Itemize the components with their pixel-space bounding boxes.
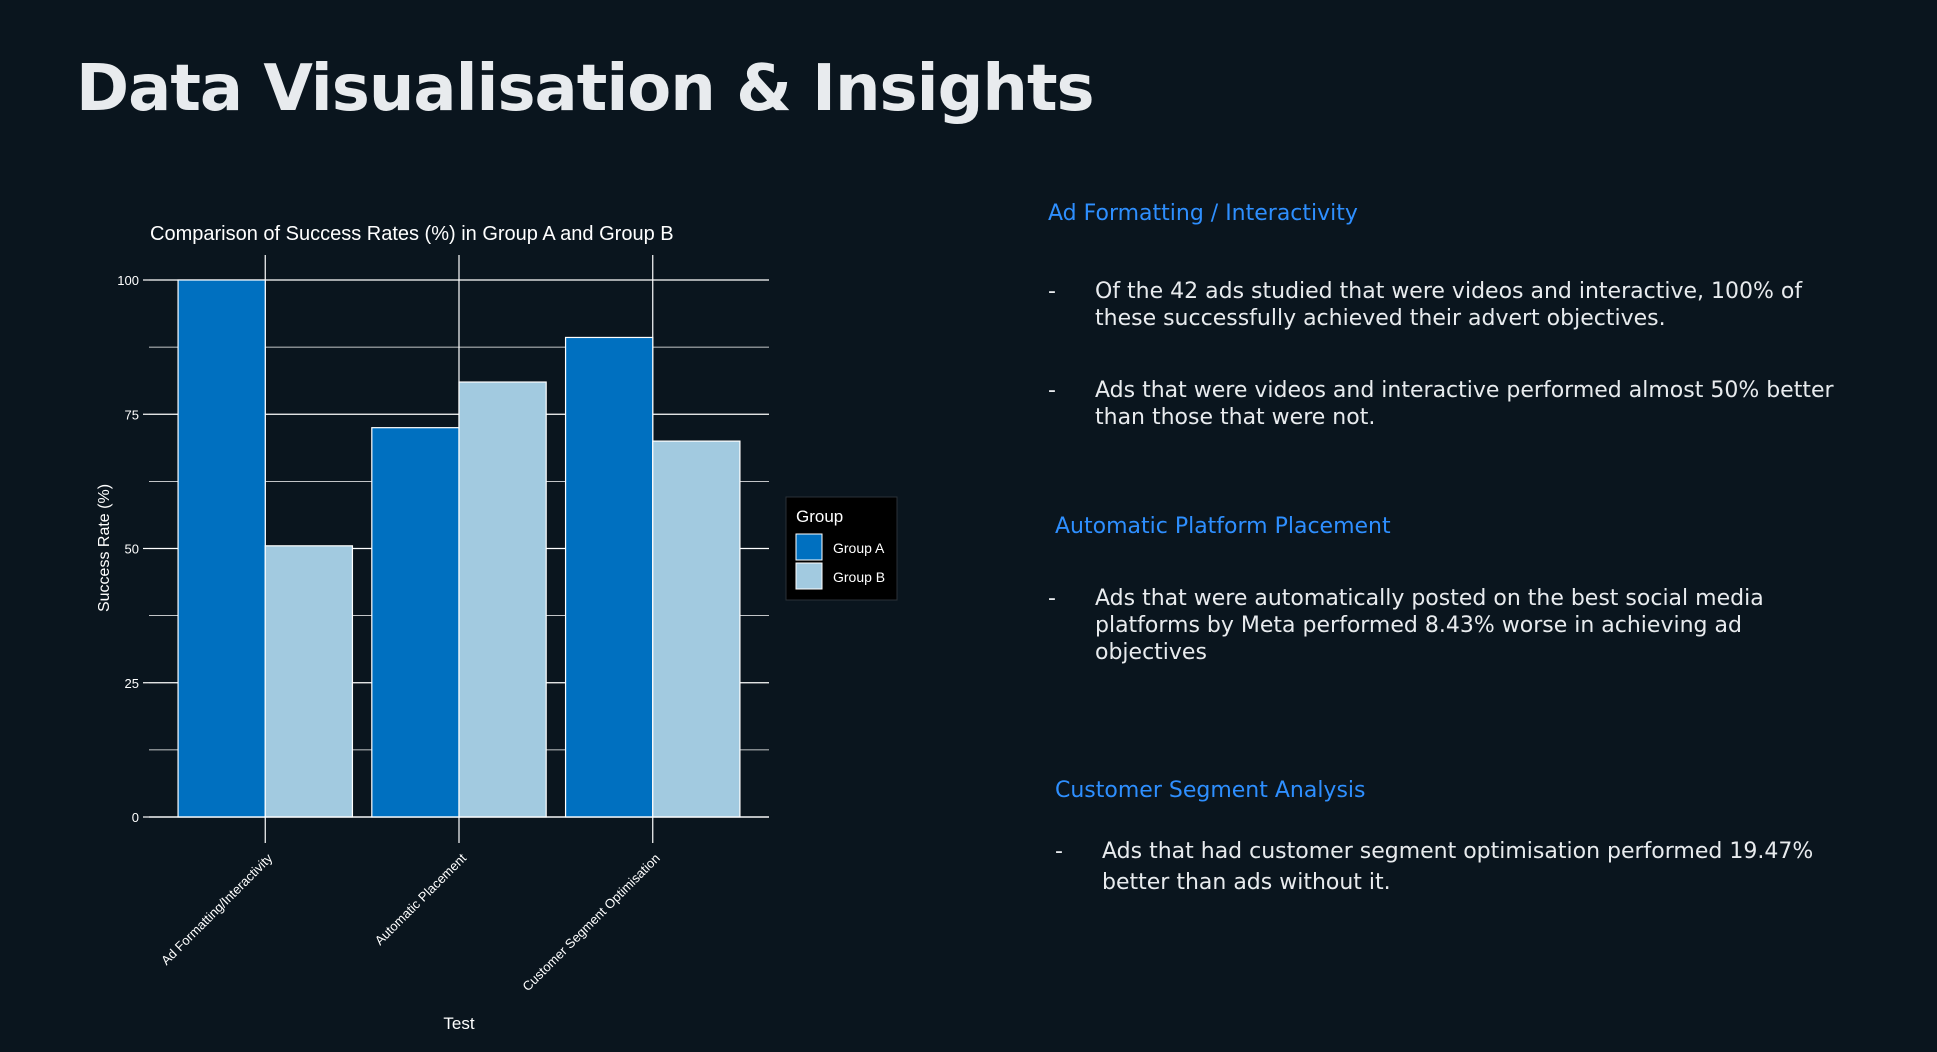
bar-group-a-3 bbox=[564, 336, 654, 818]
legend-title: Group bbox=[796, 507, 843, 526]
y-tick-label: 75 bbox=[125, 407, 139, 422]
bullet-dash: - bbox=[1048, 378, 1056, 403]
bullet-ad-formatting-1: - Of the 42 ads studied that were videos… bbox=[1048, 278, 1848, 338]
heading-ad-formatting: Ad Formatting / Interactivity bbox=[1048, 201, 1358, 226]
x-axis-label: Test bbox=[443, 1014, 474, 1033]
bullet-text: Ads that were videos and interactive per… bbox=[1095, 378, 1834, 430]
y-axis-label: Success Rate (%) bbox=[96, 484, 113, 612]
chart-legend: Group Group A Group B bbox=[785, 496, 898, 601]
bar-group-b-2 bbox=[458, 381, 547, 818]
y-tick-label: 0 bbox=[132, 810, 139, 825]
bars bbox=[177, 279, 741, 818]
x-tick-label: Customer Segment Optimisation bbox=[519, 851, 662, 994]
bullet-dash: - bbox=[1048, 586, 1056, 611]
bullet-text: Ads that were automatically posted on th… bbox=[1095, 586, 1764, 665]
y-tick-label: 100 bbox=[117, 273, 139, 288]
heading-customer-segment: Customer Segment Analysis bbox=[1055, 778, 1366, 803]
bullet-dash: - bbox=[1048, 279, 1056, 304]
y-tick-label: 50 bbox=[125, 542, 139, 557]
y-tick-label: 25 bbox=[125, 676, 139, 691]
heading-automatic-placement: Automatic Platform Placement bbox=[1055, 514, 1391, 539]
slide-title: Data Visualisation & Insights bbox=[76, 52, 1095, 126]
x-tick-label: Automatic Placement bbox=[372, 850, 470, 948]
bullet-customer-segment-1: - Ads that had customer segment optimisa… bbox=[1055, 836, 1855, 901]
bullet-dash: - bbox=[1055, 839, 1063, 864]
success-rate-bar-chart: Comparison of Success Rates (%) in Group… bbox=[96, 223, 898, 1033]
bar-group-b-3 bbox=[652, 440, 741, 818]
bullet-text: Ads that had customer segment optimisati… bbox=[1102, 839, 1814, 895]
legend-label-group-b: Group B bbox=[833, 569, 885, 585]
bullet-text: Of the 42 ads studied that were videos a… bbox=[1095, 279, 1803, 331]
legend-label-group-a: Group A bbox=[833, 540, 885, 556]
bar-group-a-1 bbox=[177, 279, 266, 818]
chart-title: Comparison of Success Rates (%) in Group… bbox=[150, 223, 674, 245]
legend-swatch-group-a bbox=[795, 533, 823, 561]
bar-group-a-2 bbox=[371, 427, 460, 818]
legend-swatch-group-b bbox=[795, 562, 823, 590]
x-tick-label: Ad Formatting/Interactivity bbox=[158, 850, 276, 968]
bar-group-b-1 bbox=[264, 545, 354, 818]
bullet-ad-formatting-2: - Ads that were videos and interactive p… bbox=[1048, 377, 1888, 437]
bullet-automatic-placement-1: - Ads that were automatically posted on … bbox=[1048, 585, 1888, 670]
